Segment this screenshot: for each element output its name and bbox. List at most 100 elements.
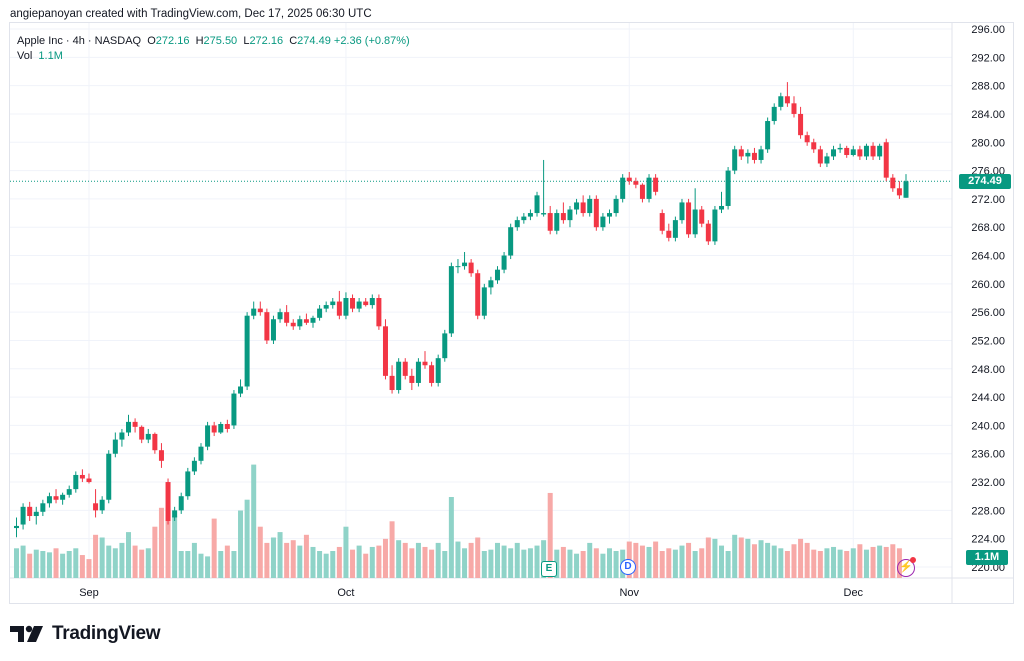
candle-body — [119, 432, 125, 440]
candle-body — [607, 213, 612, 217]
volume-bar — [692, 551, 698, 578]
volume-bar — [850, 548, 856, 578]
candle-body — [231, 393, 237, 426]
earnings-event-marker[interactable]: E — [541, 561, 557, 577]
candle-body — [376, 298, 382, 327]
volume-bar — [46, 552, 52, 578]
candle-body — [455, 266, 461, 268]
volume-bar — [310, 546, 316, 578]
candle-body — [99, 499, 105, 511]
volume-bar — [429, 549, 435, 578]
candle-body — [758, 149, 764, 160]
volume-bar — [877, 545, 883, 578]
dividend-event-marker[interactable]: D — [620, 559, 636, 575]
symbol-title[interactable]: Apple Inc · 4h · NASDAQ — [17, 35, 142, 47]
volume-bar — [784, 551, 790, 578]
candle-body — [218, 424, 224, 433]
volume-bar — [514, 542, 520, 578]
volume-bar — [567, 549, 573, 578]
candle-body — [20, 506, 26, 525]
volume-bar — [778, 548, 784, 578]
candle-body — [139, 426, 145, 440]
candle-body — [66, 489, 72, 495]
candle-body — [257, 308, 263, 313]
volume-bar — [712, 538, 718, 578]
candle-body — [672, 220, 678, 238]
volume-bar — [857, 544, 863, 578]
volume-bar — [14, 548, 19, 578]
candle-body — [389, 375, 395, 391]
candle-body — [824, 156, 830, 164]
volume-bar — [725, 551, 731, 578]
candle-body — [699, 209, 705, 224]
candle-body — [738, 149, 744, 157]
candle-body — [46, 496, 52, 504]
volume-bar — [844, 551, 850, 578]
volume-bar — [224, 545, 230, 578]
candle-body — [481, 287, 487, 316]
candle-body — [712, 209, 718, 242]
candle-body — [613, 198, 619, 214]
volume-bar — [66, 551, 72, 578]
ohlc-row: Apple Inc · 4h · NASDAQ O272.16 H275.50 … — [17, 34, 410, 49]
volume-bar — [20, 545, 26, 578]
candle-body — [270, 319, 276, 341]
candle-body — [639, 184, 645, 199]
candle-body — [896, 188, 902, 196]
volume-bar — [323, 553, 329, 578]
candle-body — [165, 482, 171, 521]
volume-bar — [817, 551, 823, 578]
candle-body — [191, 460, 197, 472]
candle-body — [705, 223, 711, 242]
candle-body — [857, 149, 863, 157]
candle-body — [158, 450, 164, 461]
volume-bar — [435, 542, 441, 578]
y-tick-label: 268.00 — [971, 222, 1005, 234]
volume-bar — [791, 544, 797, 578]
y-tick-label: 284.00 — [971, 109, 1005, 121]
candle-body — [429, 365, 435, 383]
candle-body — [178, 496, 184, 511]
volume-bar — [607, 548, 612, 578]
candle-body — [574, 202, 580, 210]
high-key: H — [195, 35, 204, 47]
candle-body — [330, 301, 336, 306]
volume-bar — [369, 546, 375, 578]
lightning-icon[interactable]: ⚡ — [897, 559, 915, 577]
candle-body — [79, 474, 85, 479]
volume-bar — [60, 553, 66, 578]
volume-bar — [290, 540, 296, 578]
volume-bar — [475, 537, 481, 578]
candle-body — [402, 361, 408, 376]
candle-body — [323, 305, 329, 309]
volume-bar — [738, 537, 744, 578]
candle-body — [719, 205, 725, 210]
candle-body — [363, 301, 369, 306]
candle-body — [435, 358, 441, 383]
candle-body — [679, 202, 685, 221]
candle-body — [14, 525, 19, 529]
volume-bar — [79, 555, 85, 578]
volume-bar — [494, 542, 500, 578]
candle-body — [580, 202, 586, 214]
candle-body — [527, 213, 533, 217]
volume-bar — [270, 537, 276, 578]
candle-body — [666, 230, 672, 238]
volume-bar — [277, 532, 283, 578]
candle-body — [817, 149, 823, 164]
volume-bar — [745, 538, 751, 578]
volume-value: 1.1M — [38, 50, 63, 62]
tradingview-logo[interactable]: TradingView — [10, 623, 161, 645]
volume-bar — [732, 534, 738, 578]
low-value: 272.16 — [249, 35, 284, 47]
open-value: 272.16 — [155, 35, 190, 47]
volume-bar — [396, 540, 402, 578]
volume-bar — [824, 548, 830, 578]
volume-key[interactable]: Vol — [17, 50, 33, 62]
candle-body — [40, 503, 46, 512]
volume-bar — [613, 551, 619, 578]
volume-bar — [27, 553, 33, 578]
candle-body — [303, 319, 309, 323]
chart-frame[interactable] — [9, 22, 1014, 604]
